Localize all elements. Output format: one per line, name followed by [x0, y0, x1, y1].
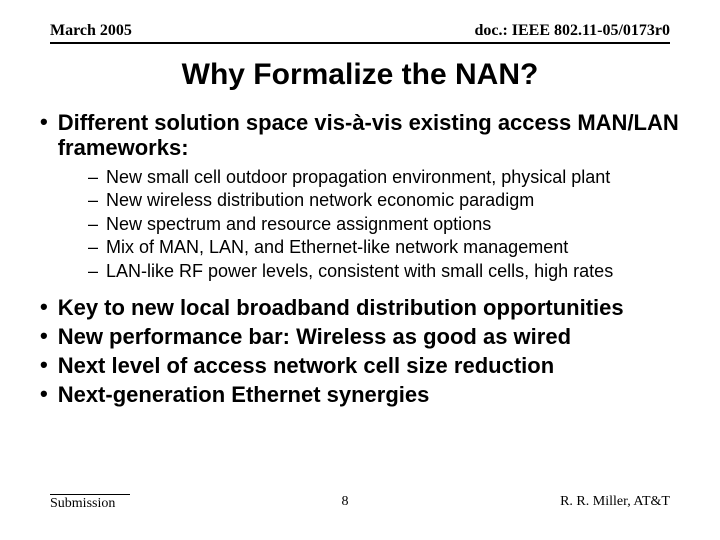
bullet-text: Next level of access network cell size r… — [58, 353, 554, 378]
sub-list: – New small cell outdoor propagation env… — [88, 167, 680, 283]
sub-bullet-text: New spectrum and resource assignment opt… — [106, 214, 491, 236]
bullet-icon: • — [40, 353, 48, 377]
bullet-item: • Next level of access network cell size… — [40, 353, 680, 378]
slide: March 2005 doc.: IEEE 802.11-05/0173r0 W… — [0, 0, 720, 540]
bullet-text: Next-generation Ethernet synergies — [58, 382, 430, 407]
sub-bullet-item: – New small cell outdoor propagation env… — [88, 167, 680, 189]
bullet-icon: • — [40, 110, 48, 134]
bullet-text: Key to new local broadband distribution … — [58, 295, 624, 320]
bullet-icon: • — [40, 382, 48, 406]
footer-submission: Submission — [50, 494, 130, 512]
sub-bullet-text: New wireless distribution network econom… — [106, 190, 534, 212]
header-doc-id: doc.: IEEE 802.11-05/0173r0 — [474, 22, 670, 40]
bullet-item: • Different solution space vis-à-vis exi… — [40, 110, 680, 161]
header-date: March 2005 — [50, 22, 132, 40]
dash-icon: – — [88, 237, 98, 259]
bullet-item: • New performance bar: Wireless as good … — [40, 324, 680, 349]
sub-bullet-item: – New spectrum and resource assignment o… — [88, 214, 680, 236]
bullet-text: New performance bar: Wireless as good as… — [58, 324, 571, 349]
slide-body: • Different solution space vis-à-vis exi… — [40, 110, 680, 412]
dash-icon: – — [88, 167, 98, 189]
footer-bar: Submission 8 R. R. Miller, AT&T — [50, 494, 670, 512]
header-bar: March 2005 doc.: IEEE 802.11-05/0173r0 — [50, 22, 670, 44]
bullet-item: • Next-generation Ethernet synergies — [40, 382, 680, 407]
bullet-icon: • — [40, 295, 48, 319]
bullet-icon: • — [40, 324, 48, 348]
dash-icon: – — [88, 190, 98, 212]
sub-bullet-text: New small cell outdoor propagation envir… — [106, 167, 610, 189]
bullet-text: Different solution space vis-à-vis exist… — [58, 110, 680, 161]
sub-bullet-text: Mix of MAN, LAN, and Ethernet-like netwo… — [106, 237, 568, 259]
slide-title: Why Formalize the NAN? — [0, 58, 720, 92]
footer-page-number: 8 — [342, 494, 349, 512]
sub-bullet-item: – New wireless distribution network econ… — [88, 190, 680, 212]
dash-icon: – — [88, 214, 98, 236]
footer-author: R. R. Miller, AT&T — [560, 494, 670, 512]
sub-bullet-item: – Mix of MAN, LAN, and Ethernet-like net… — [88, 237, 680, 259]
dash-icon: – — [88, 261, 98, 283]
sub-bullet-item: – LAN-like RF power levels, consistent w… — [88, 261, 680, 283]
bullet-item: • Key to new local broadband distributio… — [40, 295, 680, 320]
sub-bullet-text: LAN-like RF power levels, consistent wit… — [106, 261, 613, 283]
